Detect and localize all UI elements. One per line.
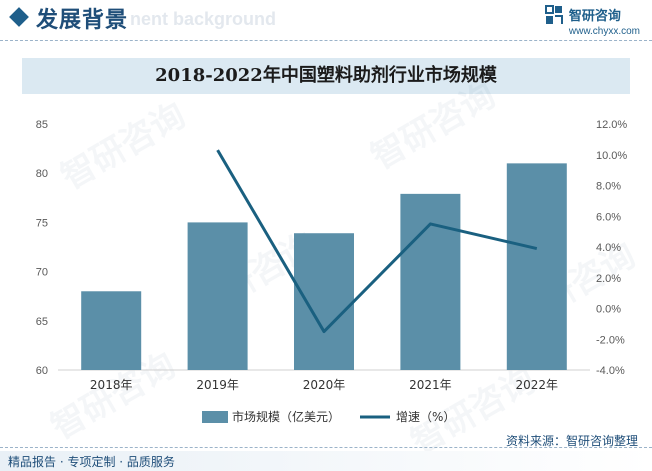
right-axis-tick-label: 0.0% [596,304,621,316]
section-title: 发展背景 [36,8,129,33]
legend-swatch-bar [202,411,228,423]
x-axis-tick-label: 2021年 [409,378,452,392]
brand-logo-icon [544,5,563,24]
section-watermark: nent background [130,9,277,29]
bar [294,233,354,370]
legend-label-bar: 市场规模（亿美元） [232,409,340,424]
right-axis-tick-label: 10.0% [596,150,627,162]
x-axis-tick-label: 2018年 [90,378,133,392]
chart-title: 2018-2022年中国塑料助剂行业市场规模 [155,65,497,86]
growth-line [216,149,538,334]
bar [187,222,248,370]
right-axis-tick-label: 6.0% [596,211,621,223]
left-axis-tick-label: 65 [36,316,48,328]
x-axis-tick-label: 2022年 [516,378,559,392]
left-axis-tick-label: 80 [36,168,48,180]
source-note: 资料来源：智研咨询整理 [505,434,638,448]
bar [81,291,142,370]
right-axis-tick-label: 12.0% [596,119,627,131]
x-axis-tick-label: 2019年 [196,378,239,392]
right-axis-tick-label: -4.0% [596,365,625,377]
header: 发展背景 nent background 智研咨询 www.chyxx.com [0,0,652,40]
bar [400,193,461,370]
left-axis-tick-label: 60 [36,365,48,377]
brand-logo: 智研咨询 www.chyxx.com [544,5,640,37]
chart-title-band: 2018-2022年中国塑料助剂行业市场规模 [22,58,630,94]
bar [506,163,567,370]
right-axis-tick-label: -2.0% [596,334,625,346]
left-axis-tick-label: 75 [36,217,48,229]
watermark-text: 智研咨询 [365,75,503,178]
left-axis-tick-label: 85 [36,119,48,131]
brand-name: 智研咨询 [568,9,621,24]
footer-divider [0,447,652,448]
brand-url: www.chyxx.com [568,26,640,37]
footer-tagline: 精品报告 · 专项定制 · 品质服务 [8,455,175,469]
right-axis-tick-label: 4.0% [596,242,621,254]
left-axis-tick-label: 70 [36,267,48,279]
right-axis-tick-label: 2.0% [596,273,621,285]
watermark-text: 智研咨询 [55,95,193,198]
footer-bar: 精品报告 · 专项定制 · 品质服务 [0,451,652,471]
x-axis-tick-label: 2020年 [303,378,346,392]
legend-label-line: 增速（%） [396,410,455,424]
header-divider [0,40,652,41]
right-axis-tick-label: 8.0% [596,181,621,193]
